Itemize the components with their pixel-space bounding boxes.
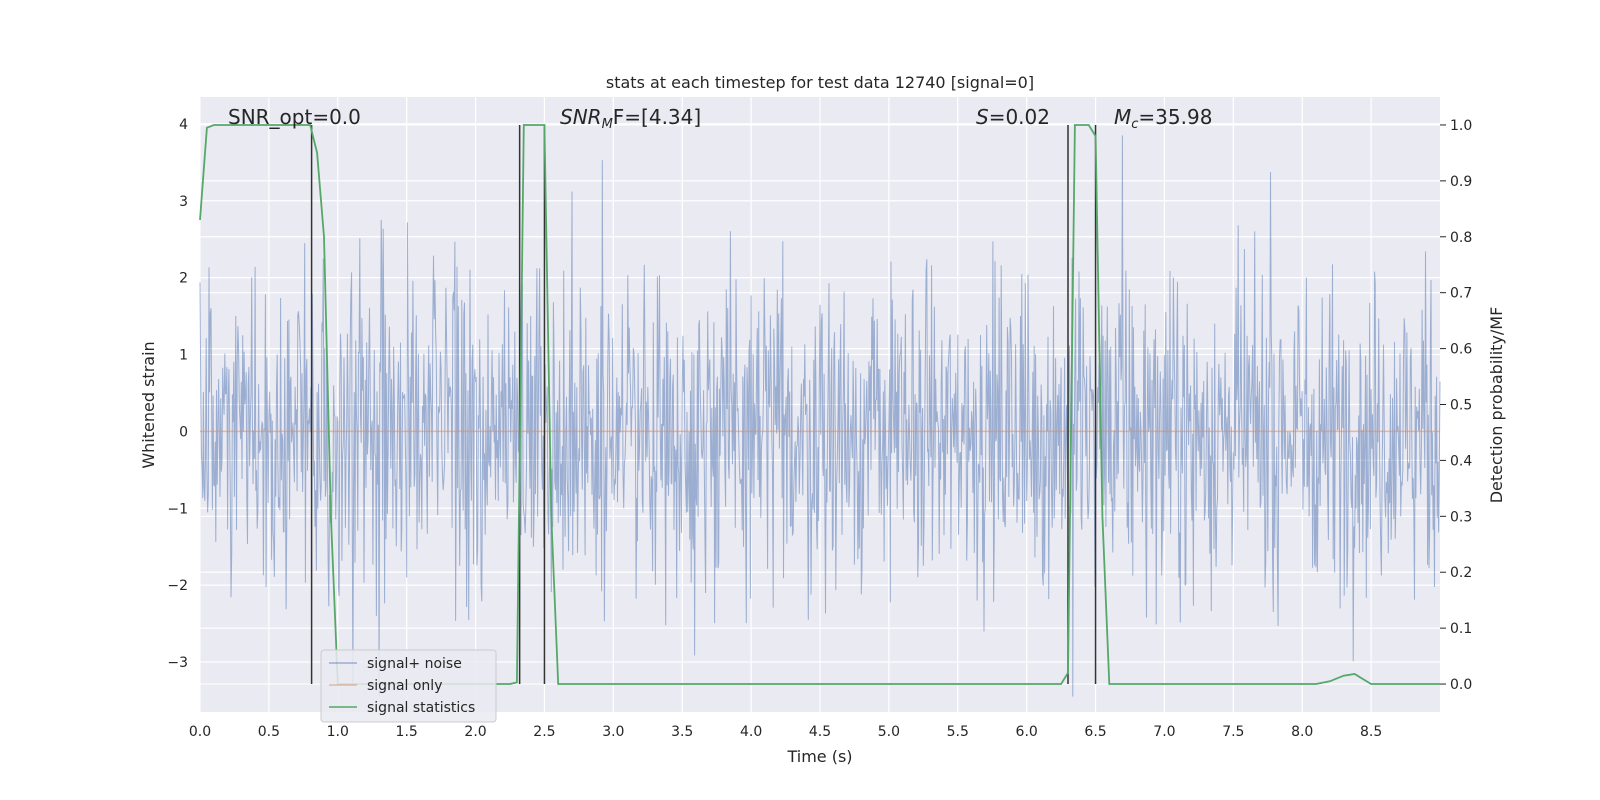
chart-title: stats at each timestep for test data 127… (606, 73, 1034, 92)
y-right-tick-label: 0.1 (1450, 621, 1472, 637)
x-tick-label: 7.0 (1153, 724, 1175, 740)
annotation-snr-mf: SNRMF=[4.34] (560, 105, 701, 132)
annotation-snr-mf-main: SNR (560, 105, 602, 129)
y-right-tick-label: 0.5 (1450, 398, 1472, 414)
x-tick-label: 2.5 (533, 724, 555, 740)
annotation-snr-opt: SNR_opt=0.0 (228, 105, 361, 129)
x-tick-label: 5.5 (947, 724, 969, 740)
x-tick-label: 7.5 (1222, 724, 1244, 740)
x-tick-label: 3.5 (671, 724, 693, 740)
x-axis-label: Time (s) (786, 747, 852, 766)
y-axis-right-ticks: 1.0 0.9 0.8 0.7 0.6 0.5 0.4 0.3 0.2 0.1 0.0 (1440, 118, 1472, 693)
legend-stats-label: signal statistics (367, 700, 475, 716)
signal-noise-series (199, 135, 1441, 697)
y-axis-left-ticks: 4 3 2 1 0 −1 −2 −3 (167, 117, 188, 671)
annotation-mc-sub: c (1131, 117, 1138, 132)
y-left-tick-label: −3 (167, 655, 188, 671)
y-right-tick-label: 1.0 (1450, 118, 1472, 134)
annotation-s: S=0.02 (976, 105, 1050, 129)
annotation-snr-mf-sub: M (602, 117, 613, 132)
y-left-tick-label: 1 (179, 348, 188, 364)
y-right-tick-label: 0.9 (1450, 174, 1472, 190)
noise-line (199, 135, 1441, 697)
annotation-mc-main: M (1114, 105, 1131, 129)
x-tick-label: 6.0 (1016, 724, 1038, 740)
legend: signal+ noise signal only signal statist… (320, 649, 497, 723)
legend-noise-label: signal+ noise (367, 656, 462, 672)
y-left-tick-label: −2 (167, 578, 188, 594)
annotation-mc-tail: =35.98 (1138, 105, 1212, 129)
y-right-tick-label: 0.2 (1450, 565, 1472, 581)
x-tick-label: 4.5 (809, 724, 831, 740)
signal-statistics-series (199, 124, 1440, 685)
y-right-tick-label: 0.6 (1450, 342, 1472, 358)
y-right-tick-label: 0.8 (1450, 230, 1472, 246)
x-tick-label: 0.0 (189, 724, 211, 740)
y-right-tick-label: 0.0 (1450, 677, 1472, 693)
y-axis-right-label: Detection probability/MF (1487, 307, 1506, 504)
y-right-tick-label: 0.4 (1450, 453, 1472, 469)
annotation-mc: Mc=35.98 (1114, 105, 1212, 132)
x-tick-label: 3.0 (602, 724, 624, 740)
legend-signal-label: signal only (367, 678, 442, 694)
x-axis-ticks: 0.0 0.5 1.0 1.5 2.0 2.5 3.0 3.5 4.0 4.5 5.0 5.5 6.0 6… (189, 724, 1382, 740)
x-tick-label: 5.0 (878, 724, 900, 740)
annotation-snr-mf-tail: F=[4.34] (613, 105, 701, 129)
x-tick-label: 1.0 (327, 724, 349, 740)
y-left-tick-label: 0 (179, 424, 188, 440)
y-left-tick-label: 2 (179, 271, 188, 287)
x-tick-label: 1.5 (396, 724, 418, 740)
x-tick-label: 8.0 (1291, 724, 1313, 740)
y-left-tick-label: 4 (179, 117, 188, 133)
y-axis-left-label: Whitened strain (139, 341, 158, 468)
x-tick-label: 0.5 (258, 724, 280, 740)
y-left-tick-label: −1 (167, 501, 188, 517)
x-tick-label: 8.5 (1360, 724, 1382, 740)
y-right-tick-label: 0.3 (1450, 509, 1472, 525)
annotation-s-main: S (976, 105, 989, 129)
y-right-tick-label: 0.7 (1450, 286, 1472, 302)
x-tick-label: 6.5 (1084, 724, 1106, 740)
legend-box (320, 649, 497, 723)
annotation-s-tail: =0.02 (989, 105, 1050, 129)
x-tick-label: 4.0 (740, 724, 762, 740)
x-tick-label: 2.0 (464, 724, 486, 740)
y-left-tick-label: 3 (179, 194, 188, 210)
signal-statistics-line (199, 124, 1440, 685)
